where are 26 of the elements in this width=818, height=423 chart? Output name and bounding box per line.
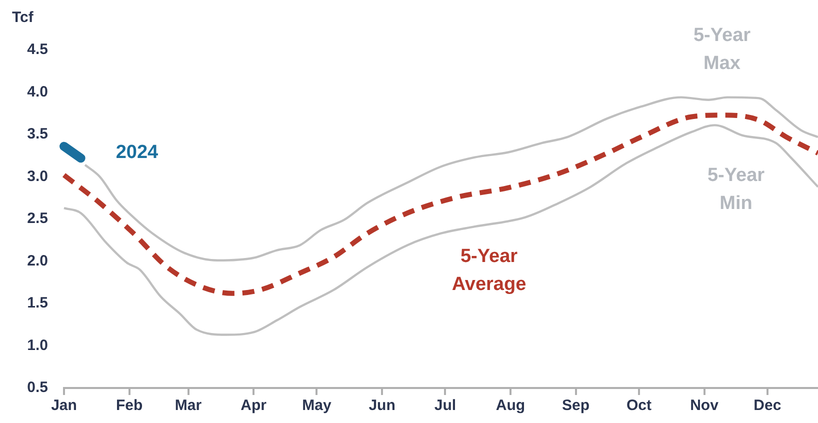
y-tick-label: 0.5 xyxy=(27,379,48,396)
series-label: 2024 xyxy=(116,142,159,164)
y-axis-title: Tcf xyxy=(12,9,34,26)
y-tick-label: 3.0 xyxy=(27,168,48,185)
y-tick-label: 2.5 xyxy=(27,210,48,228)
x-tick-label: Feb xyxy=(116,397,143,414)
x-tick-label: Dec xyxy=(754,397,782,414)
x-tick-label: Oct xyxy=(626,397,652,414)
x-tick-label: Jan xyxy=(51,397,77,414)
x-tick-label: Jul xyxy=(434,397,456,414)
y-tick-label: 1.5 xyxy=(27,294,48,312)
y-tick-label: 4.0 xyxy=(27,83,48,100)
x-tick-label: Nov xyxy=(690,397,720,414)
y-tick-label: 4.5 xyxy=(27,41,48,58)
x-tick-label: May xyxy=(302,397,332,414)
x-tick-label: Apr xyxy=(240,397,267,414)
y-tick-label: 3.5 xyxy=(27,126,48,143)
x-tick-label: Mar xyxy=(174,397,202,414)
y-tick-label: 2.0 xyxy=(27,252,48,270)
x-tick-label: Sep xyxy=(562,397,590,414)
x-tick-label: Jun xyxy=(368,397,396,414)
text: 5-Year Average xyxy=(452,246,526,296)
x-tick-label: Aug xyxy=(496,397,526,414)
series-label: 5-Year Min xyxy=(707,165,766,214)
y-tick-label: 1.0 xyxy=(27,336,48,354)
series-label: 5-Year Max xyxy=(693,25,752,74)
